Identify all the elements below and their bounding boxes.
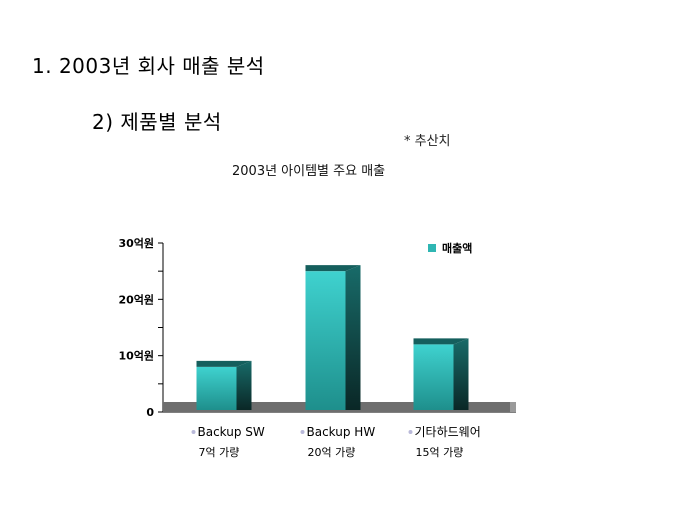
chart-floor-edge <box>510 402 516 412</box>
bar-top <box>413 338 469 345</box>
bar-side <box>453 338 469 410</box>
bar-front <box>196 366 237 410</box>
y-tick-label: 10억원 <box>118 349 154 363</box>
legend-label: 매출액 <box>442 241 472 255</box>
category-label: Backup HW <box>307 425 376 439</box>
category-marker <box>191 430 196 434</box>
y-tick-label: 30억원 <box>118 236 154 250</box>
chart-bars <box>196 265 469 410</box>
bar-top <box>305 265 361 272</box>
chart-labels: 0 10억원 20억원 30억원 Backup SW 7억 가량 Backup HW 20억 … <box>118 236 480 459</box>
category-note: 20억 가량 <box>308 446 356 459</box>
category-note: 15억 가량 <box>416 446 464 459</box>
page-heading: 1. 2003년 회사 매출 분석 <box>32 54 265 78</box>
legend-swatch <box>428 244 436 252</box>
category-marker <box>408 430 413 434</box>
bar-front <box>305 271 346 410</box>
bar-side <box>236 360 252 410</box>
category-note: 7억 가량 <box>199 446 240 459</box>
bar-top <box>196 360 252 367</box>
category-label: 기타하드웨어 <box>415 425 481 439</box>
chart-title: 2003년 아이템별 주요 매출 <box>232 164 386 179</box>
y-tick-label: 0 <box>146 406 154 419</box>
category-label: Backup SW <box>198 425 265 439</box>
y-tick-label: 20억원 <box>118 292 154 306</box>
page-subheading: 2) 제품별 분석 <box>92 110 222 134</box>
estimate-note: * 추산치 <box>404 134 451 149</box>
category-marker <box>300 430 305 434</box>
bar-side <box>345 265 361 410</box>
bar-front <box>413 344 454 410</box>
chart-legend: 매출액 <box>428 241 472 255</box>
